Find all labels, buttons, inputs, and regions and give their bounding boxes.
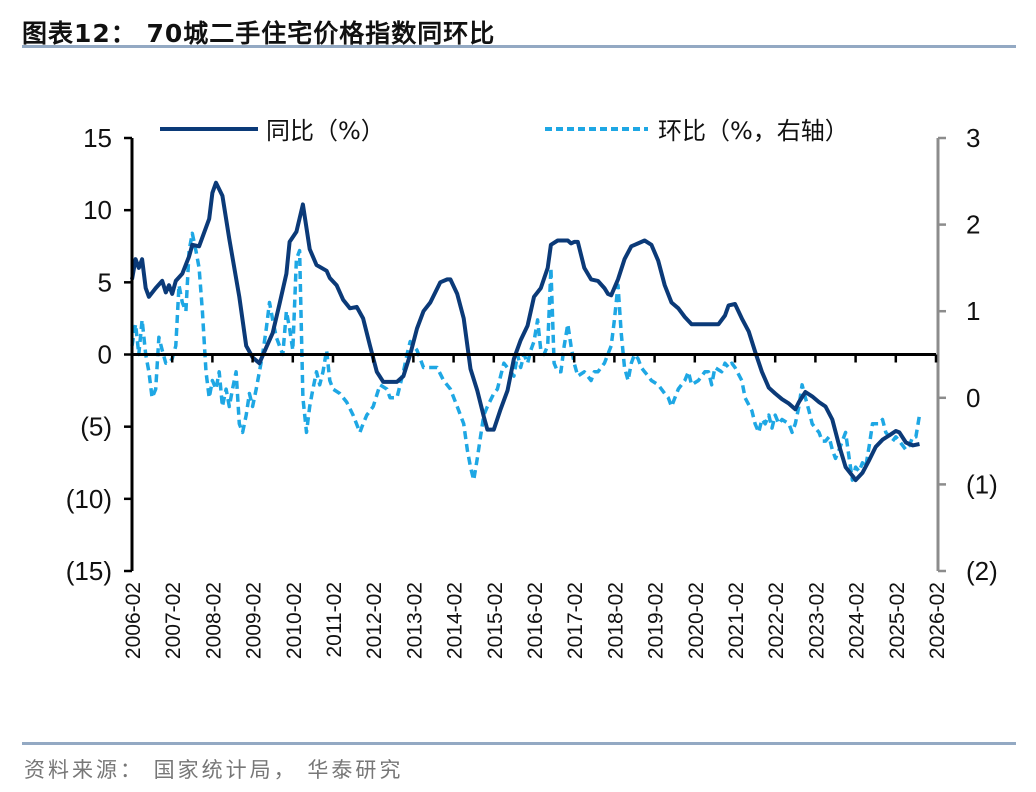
right-axis-tick-label: 0 [966, 383, 980, 413]
x-axis-tick-label: 2006-02 [122, 582, 145, 659]
x-axis-tick-label: 2010-02 [283, 582, 306, 659]
right-axis-tick-label: 2 [966, 210, 980, 240]
left-axis-tick-label: (15) [66, 556, 112, 586]
legend-mom-label: 环比（%，右轴） [658, 117, 849, 145]
source-divider [22, 742, 1016, 745]
x-axis-tick-label: 2024-02 [846, 582, 869, 659]
legend: 同比（%） 环比（%，右轴） [160, 117, 849, 145]
x-axis-tick-label: 2023-02 [805, 582, 828, 659]
right-axis-tick-label: 1 [966, 296, 980, 326]
x-axis-tick-label: 2026-02 [926, 582, 949, 659]
x-axis-tick-label: 2015-02 [484, 582, 507, 659]
x-axis-tick-label: 2013-02 [403, 582, 426, 659]
left-axis-tick-label: 5 [98, 267, 112, 297]
x-axis-tick-label: 2020-02 [685, 582, 708, 659]
left-axis-tick-label: (10) [66, 484, 112, 514]
x-axis-tick-label: 2022-02 [765, 582, 788, 659]
x-axis-tick-label: 2009-02 [243, 582, 266, 659]
left-axis-tick-label: 0 [98, 340, 112, 370]
x-axis-tick-label: 2018-02 [604, 582, 627, 659]
left-axis-tick-label: 10 [83, 195, 112, 225]
chart-title: 图表12： 70城二手住宅价格指数同环比 [22, 19, 496, 48]
x-axis-tick-label: 2012-02 [363, 582, 386, 659]
x-axis-tick-label: 2025-02 [886, 582, 909, 659]
right-axis-tick-label: (1) [966, 469, 998, 499]
x-axis-tick-label: 2017-02 [564, 582, 587, 659]
right-axis-tick-label: 3 [966, 123, 980, 153]
plot-lines [130, 180, 922, 483]
left-axis-tick-label: (5) [80, 412, 112, 442]
source-note: 资料来源： 国家统计局， 华泰研究 [24, 758, 404, 782]
x-axis-tick-label: 2011-02 [323, 582, 346, 658]
x-axis-tick-label: 2019-02 [645, 582, 668, 659]
x-axis-tick-label: 2021-02 [725, 582, 748, 659]
title-divider [22, 45, 1016, 48]
series-yoy-line [130, 180, 920, 483]
series-mom-line [130, 231, 922, 482]
x-axis-tick-label: 2008-02 [202, 582, 225, 659]
x-axis-tick-label: 2007-02 [162, 582, 185, 659]
right-axis-tick-label: (2) [966, 556, 998, 586]
legend-yoy-label: 同比（%） [266, 117, 385, 145]
x-axis-tick-label: 2016-02 [524, 582, 547, 659]
x-axis-tick-label: 2014-02 [444, 582, 467, 659]
left-axis-tick-label: 15 [83, 123, 112, 153]
